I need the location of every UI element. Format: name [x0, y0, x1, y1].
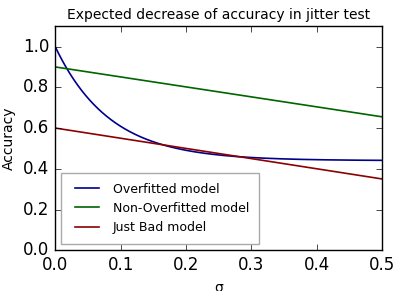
Line: Non-Overfitted model: Non-Overfitted model [55, 67, 382, 117]
Y-axis label: Accuracy: Accuracy [2, 107, 16, 170]
Overfitted model [53, 45, 58, 48]
Just Bad model [277, 161, 282, 165]
Overfitted model [86, 97, 91, 101]
Non-Overfitted model [185, 85, 190, 89]
Overfitted model [308, 158, 312, 161]
Just Bad model [185, 147, 190, 150]
Non-Overfitted model [380, 115, 385, 119]
Just Bad model [197, 149, 202, 152]
Just Bad model [314, 167, 318, 171]
Overfitted model [185, 149, 190, 152]
Non-Overfitted model [53, 65, 58, 69]
Just Bad model [380, 177, 385, 181]
Just Bad model [86, 132, 91, 135]
Overfitted model [380, 159, 385, 162]
Non-Overfitted model [277, 100, 282, 103]
Line: Overfitted model: Overfitted model [55, 47, 382, 160]
X-axis label: σ: σ [214, 281, 223, 291]
Title: Expected decrease of accuracy in jitter test: Expected decrease of accuracy in jitter … [67, 8, 370, 22]
Just Bad model [53, 126, 58, 130]
Just Bad model [308, 166, 312, 169]
Line: Just Bad model: Just Bad model [55, 128, 382, 179]
Overfitted model [314, 158, 318, 162]
Non-Overfitted model [314, 105, 318, 109]
Non-Overfitted model [308, 104, 312, 108]
Non-Overfitted model [86, 70, 91, 74]
Legend: Overfitted model, Non-Overfitted model, Just Bad model: Overfitted model, Non-Overfitted model, … [61, 173, 259, 244]
Overfitted model [277, 157, 282, 161]
Non-Overfitted model [197, 87, 202, 91]
Overfitted model [197, 151, 202, 154]
